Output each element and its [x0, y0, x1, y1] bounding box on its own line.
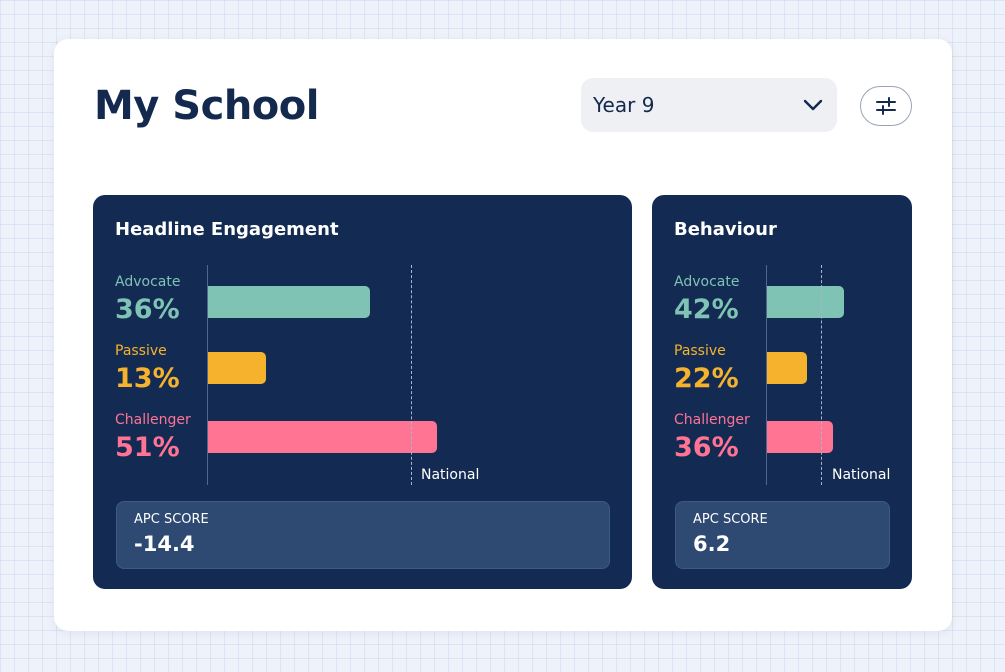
apc-score-value: -14.4: [134, 532, 195, 556]
challenger-bar: [208, 421, 437, 453]
chart-axis: [207, 265, 208, 485]
chart-axis: [766, 265, 767, 485]
page-title: My School: [94, 83, 319, 129]
challenger-bar: [767, 421, 833, 453]
year-select[interactable]: Year 9: [581, 78, 837, 132]
apc-score-label: APC SCORE: [134, 512, 209, 527]
passive-label: Passive: [674, 343, 726, 359]
national-label: National: [832, 467, 891, 483]
headline-engagement-panel: Headline Engagement Advocate 36% Passive…: [93, 195, 632, 589]
panel-title: Headline Engagement: [115, 219, 339, 240]
chevron-down-icon: [803, 99, 823, 111]
national-line: [411, 265, 412, 485]
advocate-bar: [767, 286, 844, 318]
advocate-label: Advocate: [674, 274, 740, 290]
challenger-percent: 51%: [115, 432, 180, 463]
apc-score-box: APC SCORE -14.4: [116, 501, 610, 569]
passive-label: Passive: [115, 343, 167, 359]
advocate-percent: 36%: [115, 294, 180, 325]
dashboard-card: My School Year 9 Headline Engagement Adv…: [54, 39, 952, 631]
apc-score-box: APC SCORE 6.2: [675, 501, 890, 569]
national-line: [821, 265, 822, 485]
passive-bar: [767, 352, 808, 384]
filter-button[interactable]: [860, 86, 912, 126]
challenger-label: Challenger: [674, 412, 750, 428]
apc-score-label: APC SCORE: [693, 512, 768, 527]
apc-score-value: 6.2: [693, 532, 731, 556]
advocate-label: Advocate: [115, 274, 181, 290]
panel-title: Behaviour: [674, 219, 777, 240]
challenger-label: Challenger: [115, 412, 191, 428]
passive-percent: 22%: [674, 363, 739, 394]
advocate-percent: 42%: [674, 294, 739, 325]
passive-bar: [208, 352, 267, 384]
national-label: National: [421, 467, 480, 483]
year-select-value: Year 9: [593, 93, 655, 117]
advocate-bar: [208, 286, 370, 318]
challenger-percent: 36%: [674, 432, 739, 463]
behaviour-panel: Behaviour Advocate 42% Passive 22% Chall…: [652, 195, 912, 589]
sliders-icon: [876, 97, 896, 115]
passive-percent: 13%: [115, 363, 180, 394]
